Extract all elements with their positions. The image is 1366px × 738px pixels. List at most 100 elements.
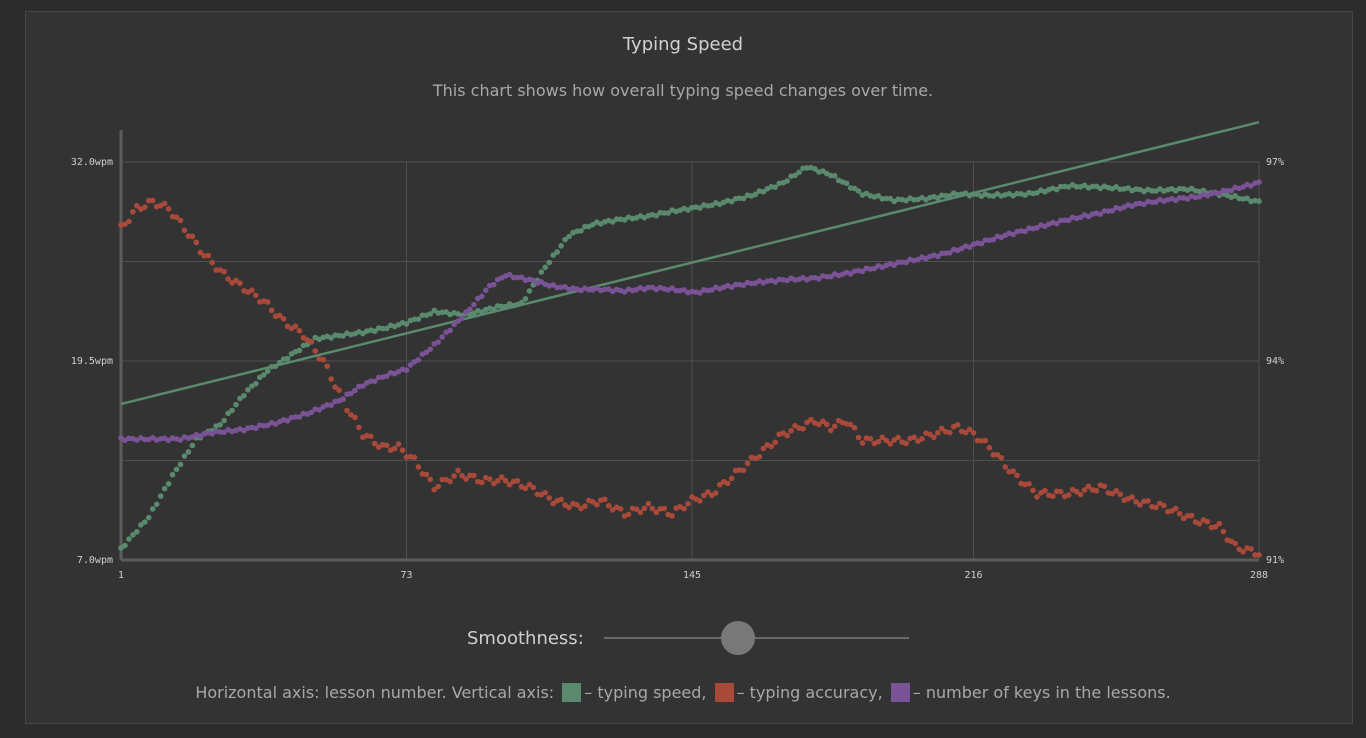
data-point: [831, 173, 838, 179]
data-point: [415, 464, 422, 470]
data-point: [328, 402, 334, 409]
data-point: [264, 368, 271, 375]
data-point: [546, 259, 553, 266]
data-point: [1101, 208, 1108, 214]
x-tick-label: 216: [964, 570, 982, 581]
data-point: [962, 429, 969, 436]
trend-line: [120, 120, 1260, 406]
data-point: [149, 506, 156, 512]
data-point: [181, 227, 188, 234]
data-point: [479, 479, 485, 486]
chart-axes: [119, 130, 1259, 562]
data-point: [296, 347, 303, 354]
data-point: [550, 252, 557, 258]
x-tick-label: 1: [118, 570, 124, 581]
data-point: [542, 489, 549, 496]
keys-swatch: [890, 683, 910, 702]
data-point: [415, 357, 422, 363]
legend-speed-label: – typing speed,: [584, 683, 707, 702]
data-point: [601, 496, 608, 503]
data-point: [566, 504, 572, 511]
data-point: [1153, 504, 1159, 511]
data-point: [1176, 510, 1183, 517]
smoothness-label: Smoothness:: [467, 628, 584, 649]
data-point: [1125, 185, 1131, 191]
chart-title: Typing Speed: [622, 34, 744, 55]
series-number-of-keys-in-the-lessons: [118, 179, 1262, 444]
data-point: [518, 274, 525, 280]
data-point: [316, 407, 323, 413]
y-tick-label-right: 91%: [1266, 555, 1284, 566]
speed-trend-line: [120, 120, 1260, 406]
data-point: [986, 444, 993, 451]
data-point: [1232, 192, 1239, 199]
data-point: [966, 426, 973, 433]
data-point: [1014, 472, 1020, 479]
data-point: [1073, 488, 1080, 495]
data-point: [550, 282, 557, 288]
data-point: [1248, 546, 1254, 552]
data-point: [1022, 228, 1028, 235]
data-point: [368, 378, 374, 384]
data-point: [617, 506, 624, 512]
data-point: [324, 363, 330, 369]
data-point: [895, 434, 901, 441]
data-point: [292, 323, 299, 330]
data-point: [990, 452, 997, 458]
data-point: [1109, 490, 1116, 497]
smoothness-slider-thumb[interactable]: [721, 621, 756, 655]
data-point: [463, 476, 469, 482]
data-point: [946, 250, 953, 256]
smoothness-slider-track[interactable]: [604, 637, 909, 639]
data-point: [1228, 187, 1235, 194]
data-point: [1224, 187, 1231, 194]
data-point: [134, 202, 140, 209]
data-point: [201, 253, 208, 259]
y-tick-label-right: 97%: [1266, 157, 1284, 168]
data-point: [673, 287, 679, 294]
data-point: [780, 430, 786, 436]
data-point: [221, 268, 227, 275]
data-point: [820, 418, 826, 425]
data-point: [383, 325, 390, 332]
data-point: [126, 218, 132, 225]
data-point: [875, 192, 882, 199]
data-point: [1196, 193, 1203, 200]
data-point: [1176, 195, 1183, 201]
data-point: [613, 216, 620, 222]
data-point: [173, 466, 180, 473]
data-point: [1085, 483, 1092, 490]
data-point: [1153, 199, 1159, 205]
data-point: [935, 195, 941, 201]
data-point: [1220, 187, 1227, 194]
data-point: [427, 311, 434, 317]
data-point: [439, 334, 445, 340]
data-point: [459, 315, 465, 322]
data-point: [526, 481, 533, 488]
data-point: [340, 396, 346, 402]
data-point: [1129, 494, 1135, 500]
data-point: [308, 409, 315, 416]
data-point: [284, 417, 291, 424]
data-point: [1053, 220, 1060, 227]
data-point: [697, 498, 703, 504]
data-point: [122, 221, 128, 228]
data-point: [1149, 199, 1155, 206]
data-point: [1061, 217, 1068, 224]
data-point: [1204, 518, 1211, 525]
data-point: [1042, 487, 1048, 494]
data-point: [625, 511, 632, 518]
data-point: [348, 412, 354, 418]
data-point: [1220, 528, 1227, 535]
data-point: [609, 219, 616, 225]
chart-subtitle: This chart shows how overall typing spee…: [432, 81, 934, 100]
data-point: [911, 434, 917, 441]
data-point: [851, 424, 858, 431]
data-point: [451, 321, 457, 328]
data-point: [264, 299, 271, 305]
data-point: [268, 307, 275, 314]
data-point: [479, 293, 485, 300]
data-point: [709, 287, 715, 293]
data-point: [490, 281, 497, 288]
data-point: [443, 309, 449, 315]
